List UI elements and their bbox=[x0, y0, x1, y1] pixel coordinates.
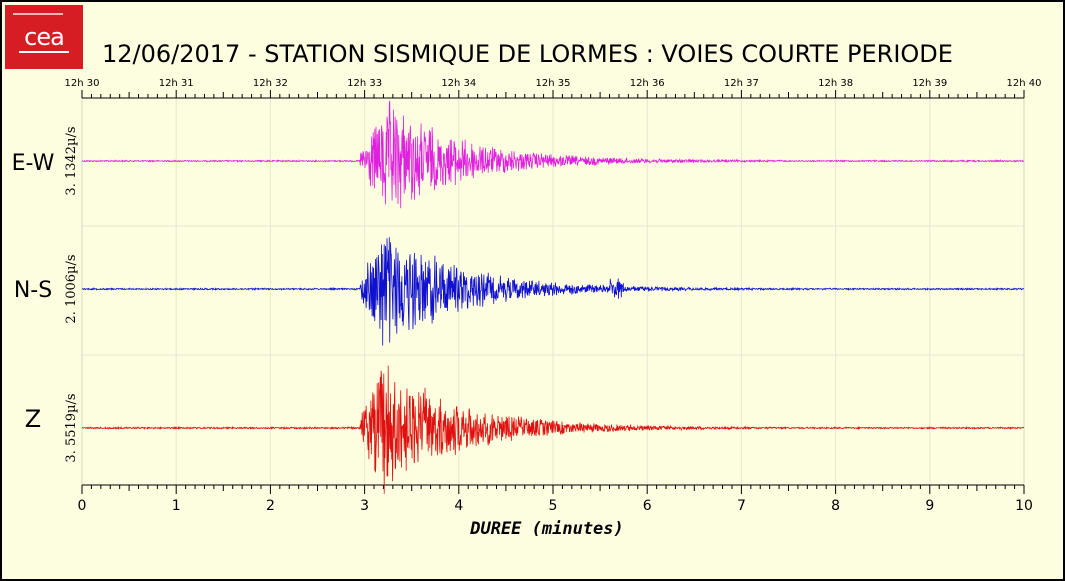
x-tick-label: 2 bbox=[266, 498, 275, 514]
top-tick-label: 12h 38 bbox=[818, 78, 853, 89]
x-tick-label: 6 bbox=[643, 498, 652, 514]
x-tick-label: 7 bbox=[737, 498, 746, 514]
logo-tagline-mark bbox=[13, 13, 63, 15]
x-tick-label: 1 bbox=[172, 498, 181, 514]
trace-z bbox=[81, 365, 1025, 494]
x-tick-label: 5 bbox=[549, 498, 558, 514]
top-tick-label: 12h 30 bbox=[65, 78, 100, 89]
channel-scale-label: 3. 1342µ/s bbox=[64, 126, 79, 195]
top-tick-label: 12h 32 bbox=[253, 78, 288, 89]
top-tick-label: 12h 39 bbox=[912, 78, 947, 89]
channel-labels: E-W 3. 1342µ/s N-S 2. 1006µ/s Z 3. 5519µ/s bbox=[12, 126, 79, 462]
trace-n-s bbox=[82, 237, 1025, 346]
top-time-axis: 12h 30 12h 31 12h 32 12h 33 12h 34 12h 35 12h … bbox=[65, 78, 1042, 99]
cea-logo: cea bbox=[5, 5, 83, 69]
channel-name: Z bbox=[25, 405, 41, 433]
x-tick-label: 10 bbox=[1015, 498, 1033, 514]
x-tick-label: 4 bbox=[454, 498, 463, 514]
x-tick-label: 0 bbox=[78, 498, 87, 514]
top-tick-label: 12h 35 bbox=[536, 78, 571, 89]
channel-scale-label: 3. 5519µ/s bbox=[64, 393, 79, 462]
bottom-minutes-axis: 0 1 2 3 4 5 6 7 8 9 10 bbox=[78, 484, 1033, 514]
trace-e-w bbox=[81, 100, 1024, 209]
x-tick-label: 8 bbox=[831, 498, 840, 514]
top-tick-label: 12h 31 bbox=[159, 78, 194, 89]
x-axis-label: DUREE (minutes) bbox=[469, 519, 624, 539]
channel-name: E-W bbox=[12, 151, 55, 176]
logo-word: cea bbox=[24, 23, 65, 51]
top-tick-label: 12h 36 bbox=[630, 78, 665, 89]
channel-scale-label: 2. 1006µ/s bbox=[64, 254, 79, 323]
top-tick-label: 12h 40 bbox=[1007, 78, 1042, 89]
chart-title: 12/06/2017 - STATION SISMIQUE DE LORMES … bbox=[102, 40, 953, 68]
x-tick-label: 9 bbox=[925, 498, 934, 514]
traces bbox=[81, 100, 1025, 494]
top-tick-label: 12h 37 bbox=[724, 78, 759, 89]
logo-underline bbox=[19, 51, 69, 53]
top-tick-label: 12h 34 bbox=[441, 78, 476, 89]
x-tick-label: 3 bbox=[360, 498, 369, 514]
channel-name: N-S bbox=[14, 278, 52, 303]
top-tick-label: 12h 33 bbox=[347, 78, 382, 89]
